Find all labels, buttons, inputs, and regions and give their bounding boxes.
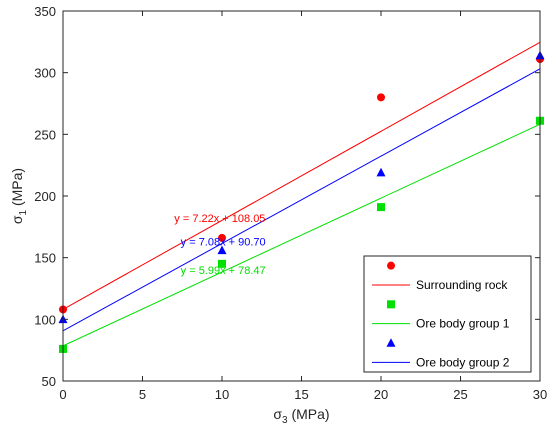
x-tick-label: 0 [59, 387, 66, 402]
legend-label-ore-body-group-2: Ore body group 2 [416, 355, 510, 369]
y-tick-label: 150 [34, 251, 56, 266]
data-points [58, 50, 545, 353]
x-axis-label-symbol: σ [273, 406, 282, 422]
x-tick-label: 20 [374, 387, 388, 402]
y-axis-label-unit: (MPa) [9, 168, 25, 210]
fit-equation-ore-body-group-1: y = 5.99x + 78.47 [181, 265, 266, 277]
x-axis-label-unit: (MPa) [288, 406, 330, 422]
legend-marker-ore-body-group-1 [387, 300, 395, 309]
fit-line-ore-body-group-2 [62, 68, 541, 332]
data-point-ore-body-group-1 [218, 259, 226, 268]
fit-line-surrounding-rock [62, 41, 541, 310]
y-tick-label: 100 [34, 312, 56, 327]
x-axis-label-subscript: 3 [282, 415, 288, 426]
y-tick-label: 250 [34, 127, 56, 142]
data-point-surrounding-rock [377, 93, 385, 102]
fit-line-ore-body-group-1 [62, 123, 541, 347]
x-tick-label: 5 [139, 387, 146, 402]
data-point-ore-body-group-2 [217, 245, 227, 255]
fit-lines [62, 41, 541, 347]
x-axis-label: σ3 (MPa) [273, 406, 329, 426]
data-point-ore-body-group-1 [377, 203, 385, 212]
y-tick-label: 50 [42, 374, 56, 389]
legend-box [363, 255, 532, 373]
x-axis-ticks: 0 5 10 15 20 25 30 [59, 11, 547, 402]
fit-equation-ore-body-group-2: y = 7.08x + 90.70 [181, 237, 266, 249]
legend-marker-surrounding-rock [387, 261, 395, 270]
data-point-ore-body-group-2 [376, 167, 386, 177]
y-axis-label-symbol: σ [9, 215, 25, 224]
legend-marker-ore-body-group-2 [386, 338, 396, 347]
fit-equation-surrounding-rock: y = 7.22x + 108.05 [174, 213, 265, 225]
legend-label-surrounding-rock: Surrounding rock [416, 278, 508, 292]
x-tick-label: 15 [294, 387, 308, 402]
y-tick-label: 200 [34, 189, 56, 204]
y-axis-ticks: 50 100 150 200 250 300 350 [34, 4, 540, 389]
data-point-surrounding-rock [218, 233, 226, 242]
x-tick-label: 30 [533, 387, 547, 402]
y-axis-label-subscript: 1 [18, 209, 29, 215]
fit-equations: y = 7.22x + 108.05 y = 5.99x + 78.47 y = 7… [174, 213, 265, 277]
legend-label-ore-body-group-1: Ore body group 1 [416, 317, 510, 331]
y-axis-label: σ1 (MPa) [9, 168, 29, 224]
y-tick-label: 300 [34, 66, 56, 81]
x-tick-label: 25 [453, 387, 467, 402]
x-tick-label: 10 [215, 387, 229, 402]
y-tick-label: 350 [34, 4, 56, 19]
legend: Surrounding rock Ore body group 1 Ore body… [363, 255, 532, 373]
